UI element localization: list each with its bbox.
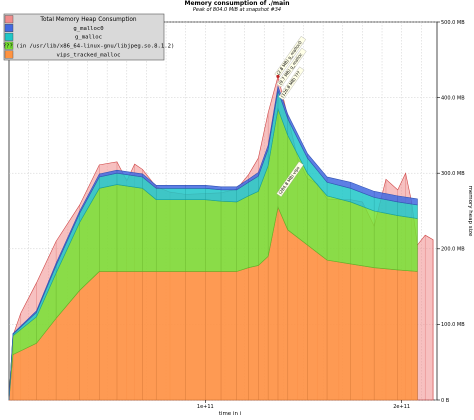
y-tick-label: 0 B <box>441 398 450 404</box>
y-tick-label: 300.0 MB <box>441 171 465 177</box>
legend-label: Total Memory Heap Consumption <box>39 17 137 23</box>
x-tick-label: 1e+11 <box>197 404 214 410</box>
x-axis-label: time in i <box>219 411 242 417</box>
x-tick-label: 2e+11 <box>393 404 410 410</box>
peak-marker <box>276 74 280 79</box>
y-tick-label: 400.0 MB <box>441 95 465 101</box>
legend-swatch <box>4 15 14 24</box>
legend-swatch <box>4 32 14 41</box>
legend-label: g_malloc <box>75 35 102 41</box>
y-axis-label: memory heap size <box>467 186 473 237</box>
legend-label: ??? (in /usr/lib/x86_64-linux-gnu/libjpe… <box>3 44 175 50</box>
stacked-areas <box>8 76 434 401</box>
axes: 0 B 100.0 MB 200.0 MB 300.0 MB 400.0 MB 500.0… <box>197 20 465 410</box>
legend-box <box>3 13 165 61</box>
y-tick-label: 100.0 MB <box>441 322 465 328</box>
legend-label: g_malloc0 <box>73 26 103 32</box>
chart-subtitle: Peak of 804.0 MiB at snapshot #34 <box>193 7 281 13</box>
legend-swatch <box>4 41 14 50</box>
legend-label: vips_tracked_malloc <box>57 52 121 58</box>
annotation-box <box>276 47 307 88</box>
chart-title: Memory consumption of ./main <box>184 0 289 7</box>
y-tick-label: 500.0 MB <box>441 20 465 26</box>
legend-swatch <box>4 50 14 59</box>
annotation-box <box>276 161 304 197</box>
legend: Total Memory Heap Consumption g_malloc0 g_… <box>3 13 175 61</box>
legend-swatch <box>4 24 14 32</box>
y-tick-label: 200.0 MB <box>441 247 465 253</box>
annotation-box <box>278 66 305 101</box>
